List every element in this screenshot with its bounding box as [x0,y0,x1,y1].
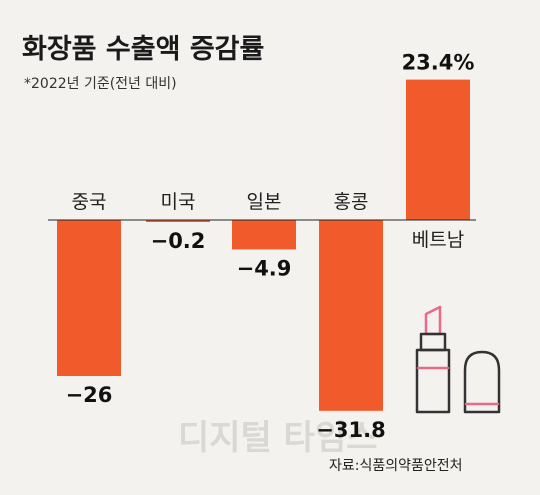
bar-1 [146,220,210,222]
lipstick-icon [415,305,501,414]
value-label-0: −26 [66,383,113,407]
watermark: 디지털 타임스 [178,418,378,458]
category-label-1: 미국 [161,191,196,213]
value-label-2: −4.9 [237,256,292,280]
bar-4 [406,79,470,220]
category-label-4: 베트남 [412,229,464,251]
value-label-3: −31.8 [316,418,385,442]
bar-3 [319,220,383,411]
category-label-2: 일본 [247,191,282,213]
category-label-3: 홍콩 [334,191,369,213]
bar-0 [57,220,121,376]
chart-title: 화장품 수출액 증감률 [22,34,264,65]
value-label-4: 23.4% [402,51,475,75]
category-label-0: 중국 [72,191,107,213]
source-note: 자료:식품의약품안전처 [329,458,463,474]
chart-subtitle: *2022년 기준(전년 대비) [24,76,177,92]
value-label-1: −0.2 [151,229,206,253]
bar-2 [232,220,296,250]
bars-group: 중국 −26 미국 −0.2 일본 −4.9 홍콩 −31.8 베트남 23.4% [57,51,474,442]
